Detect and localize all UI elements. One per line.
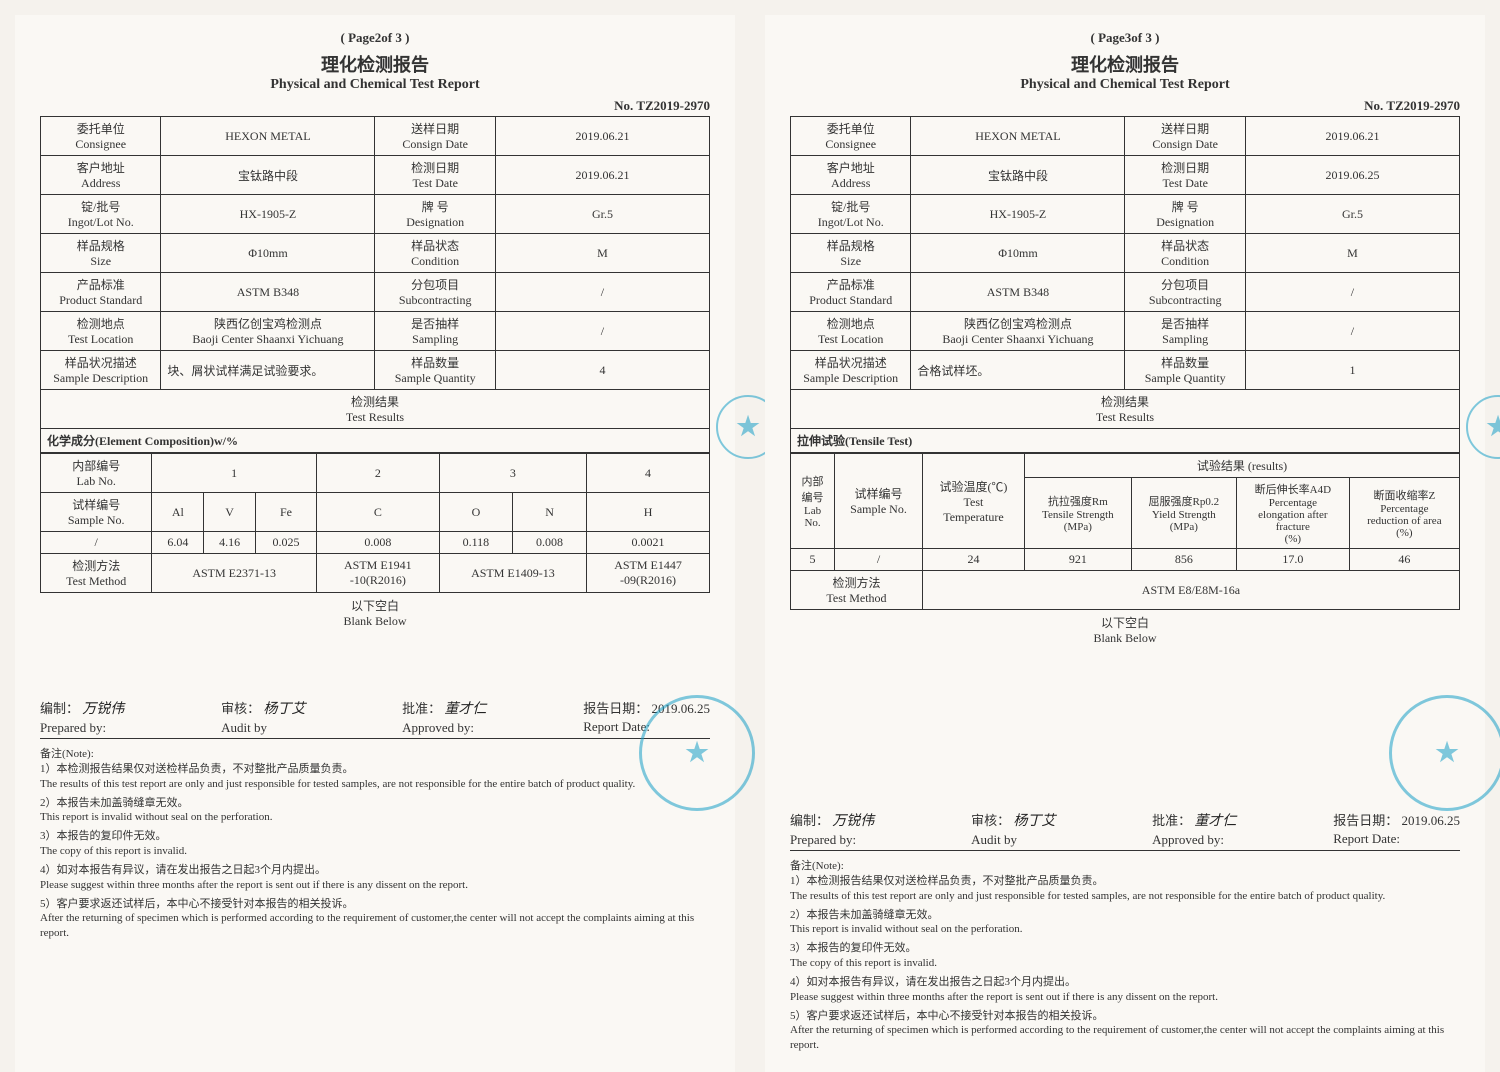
val-fe: 0.025 xyxy=(256,532,317,554)
labno-3: 3 xyxy=(439,454,586,493)
sampling-val: / xyxy=(495,312,709,351)
method-4: ASTM E1447-09(R2016) xyxy=(587,554,710,593)
size-val: Φ10mm xyxy=(161,234,375,273)
col-h: H xyxy=(587,493,710,532)
col-yield: 屈服强度Rp0.2Yield Strength(MPa) xyxy=(1131,478,1236,549)
seal-stamp-icon: ★ xyxy=(639,695,755,811)
address-val: 宝钛路中段 xyxy=(161,156,375,195)
col-fe: Fe xyxy=(256,493,317,532)
signature-line: 编制： 万锐伟Prepared by: 审核： 杨丁艾Audit by 批准： … xyxy=(790,810,1460,851)
composition-label: 化学成分(Element Composition)w/% xyxy=(40,429,710,453)
val-labno: 5 xyxy=(791,549,835,571)
consign-date-label: 送样日期Consign Date xyxy=(375,117,495,156)
val-h: 0.0021 xyxy=(587,532,710,554)
blank-below: 以下空白Blank Below xyxy=(790,610,1460,650)
val-temp: 24 xyxy=(922,549,1024,571)
composition-table: 内部编号Lab No. 1 2 3 4 试样编号Sample No. Al V … xyxy=(40,453,710,593)
consign-date-val: 2019.06.21 xyxy=(495,117,709,156)
address-label: 客户地址Address xyxy=(41,156,161,195)
test-results-label: 检测结果Test Results xyxy=(791,390,1460,429)
method-label: 检测方法Test Method xyxy=(41,554,152,593)
row-label: / xyxy=(41,532,152,554)
lot-val: HX-1905-Z xyxy=(161,195,375,234)
labno-1: 1 xyxy=(152,454,316,493)
tensile-label: 拉伸试验(Tensile Test) xyxy=(790,429,1460,453)
header-table: 委托单位ConsigneeHEXON METAL送样日期Consign Date… xyxy=(790,116,1460,429)
method-label: 检测方法Test Method xyxy=(791,571,923,610)
val-n: 0.008 xyxy=(513,532,587,554)
val-c: 0.008 xyxy=(316,532,439,554)
val-al: 6.04 xyxy=(152,532,204,554)
method-3: ASTM E1409-13 xyxy=(439,554,586,593)
side-stamp-icon: ★ xyxy=(1466,395,1500,459)
val-o: 0.118 xyxy=(439,532,512,554)
sampleno-label: 试样编号Sample No. xyxy=(41,493,152,532)
subcontract-label: 分包项目Subcontracting xyxy=(375,273,495,312)
col-v: V xyxy=(204,493,256,532)
consignee-val: HEXON METAL xyxy=(161,117,375,156)
condition-label: 样品状态Condition xyxy=(375,234,495,273)
col-temp: 试验温度(℃)TestTemperature xyxy=(922,454,1024,549)
condition-val: M xyxy=(495,234,709,273)
qty-val: 4 xyxy=(495,351,709,390)
signature-line: 编制： 万锐伟Prepared by: 审核： 杨丁艾Audit by 批准： … xyxy=(40,698,710,739)
col-sampleno: 试样编号Sample No. xyxy=(835,454,923,549)
test-results-label: 检测结果Test Results xyxy=(41,390,710,429)
col-o: O xyxy=(439,493,512,532)
std-label: 产品标准Product Standard xyxy=(41,273,161,312)
col-elong: 断后伸长率A4DPercentageelongation afterfractu… xyxy=(1237,478,1350,549)
std-val: ASTM B348 xyxy=(161,273,375,312)
page-3: ( Page3of 3 ) 理化检测报告 Physical and Chemic… xyxy=(765,15,1485,1072)
report-no: No. TZ2019-2970 xyxy=(790,98,1460,114)
col-c: C xyxy=(316,493,439,532)
labno-2: 2 xyxy=(316,454,439,493)
title-cn: 理化检测报告 xyxy=(40,51,710,77)
lot-label: 锭/批号Ingot/Lot No. xyxy=(41,195,161,234)
header-table: 委托单位ConsigneeHEXON METAL送样日期Consign Date… xyxy=(40,116,710,429)
seal-stamp-icon: ★ xyxy=(1389,695,1500,811)
subcontract-val: / xyxy=(495,273,709,312)
title-en: Physical and Chemical Test Report xyxy=(790,77,1460,93)
labno-4: 4 xyxy=(587,454,710,493)
results-label: 试验结果 (results) xyxy=(1024,454,1459,478)
test-date-val: 2019.06.21 xyxy=(495,156,709,195)
notes: 备注(Note): 1）本检测报告结果仅对送检样品负责，不对整批产品质量负责。T… xyxy=(40,747,710,941)
method-1: ASTM E2371-13 xyxy=(152,554,316,593)
title-cn: 理化检测报告 xyxy=(790,51,1460,77)
col-labno: 内部编号LabNo. xyxy=(791,454,835,549)
desc-val: 块、屑状试样满足试验要求。 xyxy=(161,351,375,390)
col-reduct: 断面收缩率ZPercentagereduction of area(%) xyxy=(1349,478,1459,549)
report-no: No. TZ2019-2970 xyxy=(40,98,710,114)
val-v: 4.16 xyxy=(204,532,256,554)
page-number: ( Page2of 3 ) xyxy=(40,30,710,46)
blank-below: 以下空白Blank Below xyxy=(40,593,710,633)
col-tensile: 抗拉强度RmTensile Strength(MPa) xyxy=(1024,478,1131,549)
val-yield: 856 xyxy=(1131,549,1236,571)
qty-label: 样品数量Sample Quantity xyxy=(375,351,495,390)
method-2: ASTM E1941-10(R2016) xyxy=(316,554,439,593)
method-val: ASTM E8/E8M-16a xyxy=(922,571,1459,610)
designation-label: 牌 号Designation xyxy=(375,195,495,234)
page-2: ( Page2of 3 ) 理化检测报告 Physical and Chemic… xyxy=(15,15,735,1072)
col-al: Al xyxy=(152,493,204,532)
location-label: 检测地点Test Location xyxy=(41,312,161,351)
page-number: ( Page3of 3 ) xyxy=(790,30,1460,46)
designation-val: Gr.5 xyxy=(495,195,709,234)
val-reduct: 46 xyxy=(1349,549,1459,571)
val-sampleno: / xyxy=(835,549,923,571)
size-label: 样品规格Size xyxy=(41,234,161,273)
val-elong: 17.0 xyxy=(1237,549,1350,571)
sampling-label: 是否抽样Sampling xyxy=(375,312,495,351)
consignee-label: 委托单位Consignee xyxy=(41,117,161,156)
val-tensile: 921 xyxy=(1024,549,1131,571)
location-val: 陕西亿创宝鸡检测点Baoji Center Shaanxi Yichuang xyxy=(161,312,375,351)
title-en: Physical and Chemical Test Report xyxy=(40,77,710,93)
tensile-table: 内部编号LabNo. 试样编号Sample No. 试验温度(℃)TestTem… xyxy=(790,453,1460,610)
col-n: N xyxy=(513,493,587,532)
labno-label: 内部编号Lab No. xyxy=(41,454,152,493)
notes: 备注(Note): 1）本检测报告结果仅对送检样品负责，不对整批产品质量负责。T… xyxy=(790,859,1460,1053)
desc-label: 样品状况描述Sample Description xyxy=(41,351,161,390)
test-date-label: 检测日期Test Date xyxy=(375,156,495,195)
